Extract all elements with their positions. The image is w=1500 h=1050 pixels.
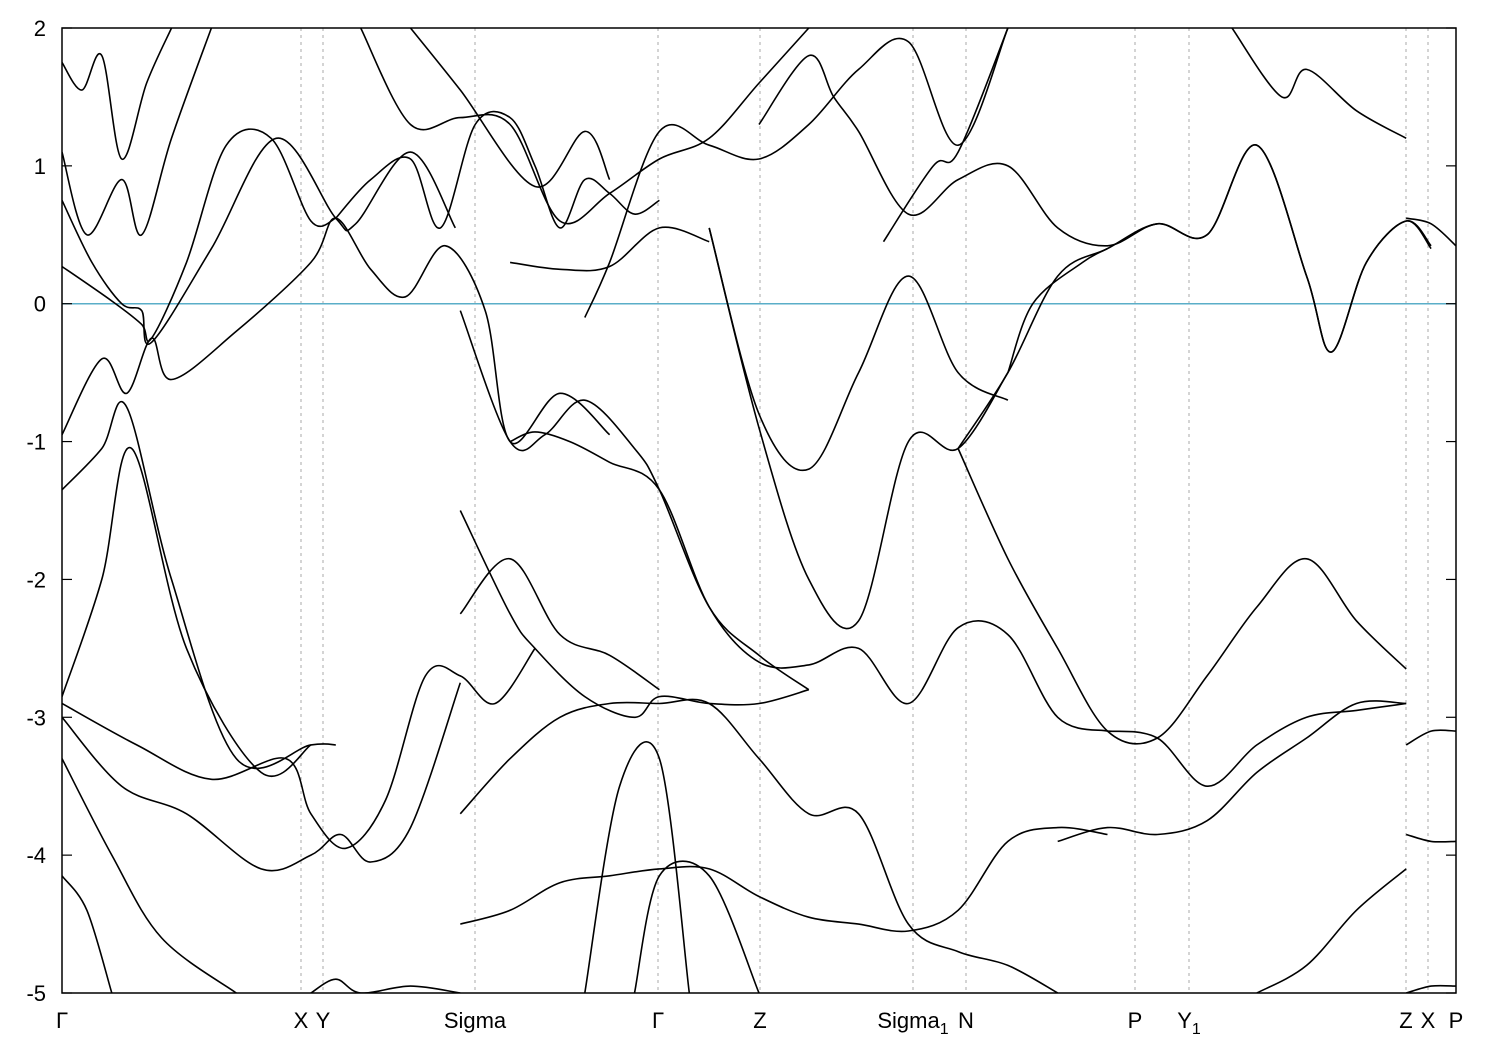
band-line: [957, 144, 1432, 449]
y-tick-label: 1: [34, 154, 46, 179]
x-tick-label: Y: [316, 1008, 331, 1033]
band-line: [459, 557, 660, 691]
band-line: [62, 28, 213, 236]
kpoint-gridlines: [300, 28, 1429, 993]
x-tick-label: Sigma: [444, 1008, 507, 1033]
y-tick-label: -1: [26, 430, 46, 455]
y-tick-label: -5: [26, 981, 46, 1006]
band-line: [459, 310, 810, 691]
y-tick-label: 0: [34, 292, 46, 317]
band-line: [1405, 984, 1456, 993]
y-tick-label: 2: [34, 16, 46, 41]
band-line: [509, 226, 710, 272]
x-tick-label: Z: [1399, 1008, 1412, 1033]
band-line: [1406, 217, 1456, 247]
band-line: [1231, 28, 1407, 139]
band-line: [335, 110, 660, 229]
y-tick-label: -4: [26, 843, 46, 868]
band-line: [584, 741, 691, 993]
y-axis-ticks: 2 1 0 -1 -2 -3 -4 -5: [26, 16, 1456, 1006]
band-line: [62, 875, 113, 993]
x-tick-label: P: [1449, 1008, 1464, 1033]
band-line: [62, 128, 337, 343]
band-line: [708, 227, 1009, 472]
x-tick-label: Z: [753, 1008, 766, 1033]
x-tick-label: Γ: [56, 1008, 68, 1033]
band-line: [1405, 833, 1456, 843]
band-line: [633, 860, 760, 993]
x-axis-ticks: Γ X Y Sigma Γ Z Sigma1 N P Y1 Z X P: [56, 1008, 1463, 1038]
band-line: [62, 682, 462, 872]
band-line: [882, 28, 1009, 243]
band-line: [957, 448, 1407, 745]
band-line: [1107, 702, 1407, 788]
band-line: [758, 54, 1432, 353]
x-tick-label: X: [294, 1008, 309, 1033]
y-tick-label: -3: [26, 705, 46, 730]
band-line: [62, 28, 173, 160]
band-line: [459, 698, 1059, 993]
band-line: [459, 510, 810, 719]
band-line: [409, 28, 611, 188]
x-tick-label: P: [1128, 1008, 1143, 1033]
band-line: [1405, 729, 1456, 746]
band-line: [1057, 700, 1407, 843]
x-tick-label: Sigma1: [877, 1008, 948, 1038]
band-line: [1256, 868, 1407, 993]
plot-frame: [61, 27, 1457, 994]
band-line: [460, 826, 1108, 933]
x-tick-label: X: [1421, 1008, 1436, 1033]
band-line: [62, 758, 237, 993]
x-tick-label: Y1: [1177, 1008, 1201, 1038]
band-line: [62, 400, 336, 770]
band-line: [584, 28, 1009, 318]
band-line: [62, 446, 312, 777]
band-line: [62, 647, 536, 850]
band-line: [708, 227, 1009, 630]
band-line: [359, 28, 810, 225]
band-line: [310, 978, 461, 993]
band-lines: [62, 28, 1456, 993]
y-tick-label: -2: [26, 567, 46, 592]
band-line: [62, 137, 456, 345]
band-line: [509, 431, 1108, 732]
x-tick-label: N: [958, 1008, 974, 1033]
x-tick-label: Γ: [652, 1008, 664, 1033]
band-line: [1007, 247, 1108, 373]
